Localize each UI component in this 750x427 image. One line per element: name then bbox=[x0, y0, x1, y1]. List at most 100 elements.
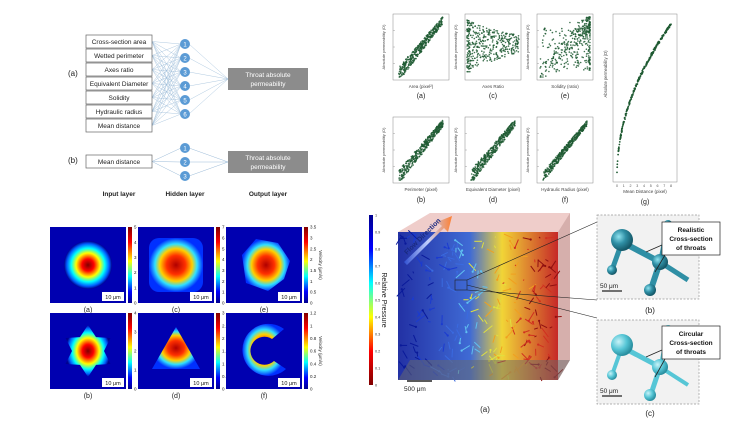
scatter-point bbox=[399, 65, 401, 67]
scatter-point bbox=[481, 41, 483, 43]
scatter-point bbox=[501, 142, 503, 144]
scatter-point bbox=[497, 32, 499, 34]
scatter-point bbox=[403, 164, 405, 166]
throat-cross-section-insets: Realistic Cross-section of throats 50 μm… bbox=[597, 215, 720, 418]
scatter-point bbox=[471, 65, 473, 67]
panel-label-a: (a) bbox=[68, 69, 78, 78]
scatter-point bbox=[578, 130, 580, 132]
scatter-point bbox=[469, 22, 471, 24]
scatter-point bbox=[585, 36, 587, 38]
scatter-point bbox=[421, 154, 423, 156]
scatter-point bbox=[477, 27, 479, 29]
scatter-point bbox=[472, 170, 474, 172]
scatter-point bbox=[404, 170, 406, 172]
scatter-point bbox=[431, 139, 433, 141]
scatter-point bbox=[417, 47, 419, 49]
scatter-point bbox=[477, 46, 479, 48]
scatter-panel-d: Equivalent Diameter (pixel)Absolute perm… bbox=[453, 117, 521, 204]
scatter-point bbox=[547, 47, 549, 49]
scatter-point bbox=[625, 113, 627, 115]
scatter-point bbox=[471, 179, 473, 181]
scatter-point bbox=[468, 56, 470, 58]
scatter-point bbox=[513, 41, 515, 43]
scatter-panel-label: (a) bbox=[417, 93, 426, 100]
scatter-point bbox=[502, 47, 504, 49]
scatter-point bbox=[413, 156, 415, 158]
scatter-point bbox=[554, 68, 556, 70]
scatter-point bbox=[406, 61, 408, 63]
scatter-point bbox=[476, 41, 478, 43]
scatter-point bbox=[579, 42, 581, 44]
scatter-point bbox=[493, 53, 495, 55]
scatter-point bbox=[557, 162, 559, 164]
scatter-point bbox=[422, 48, 424, 50]
heatmap-scale-label: 10 μm bbox=[193, 381, 209, 387]
callout-c-line1: Circular bbox=[679, 331, 704, 338]
scatter-point bbox=[420, 51, 422, 53]
scatter-point bbox=[429, 36, 431, 38]
scatter-point bbox=[436, 126, 438, 128]
scatter-point bbox=[583, 26, 585, 28]
scatter-point bbox=[557, 156, 559, 158]
scatter-point bbox=[574, 41, 576, 43]
network-pore bbox=[489, 349, 491, 351]
pressure-tick: 0.3 bbox=[375, 333, 380, 337]
scatter-point bbox=[560, 58, 562, 60]
scatter-panel-label: (b) bbox=[417, 197, 426, 204]
scatter-point bbox=[564, 63, 566, 65]
scatter-point bbox=[407, 168, 409, 170]
scatter-point bbox=[423, 145, 425, 147]
scatter-point bbox=[562, 42, 564, 44]
pore-c-2 bbox=[652, 359, 668, 375]
scatter-point bbox=[584, 38, 586, 40]
scatter-point bbox=[545, 61, 547, 63]
scatter-point bbox=[466, 28, 468, 30]
scatter-point bbox=[476, 65, 478, 67]
network-pore bbox=[436, 257, 438, 259]
network-pore bbox=[542, 264, 544, 266]
scatter-point bbox=[415, 157, 417, 159]
scatter-point bbox=[559, 159, 561, 161]
scatter-point bbox=[490, 53, 492, 55]
heatmap-colorbar-tick: 2 bbox=[222, 336, 225, 341]
scatter-point bbox=[407, 68, 409, 70]
scatter-point bbox=[552, 58, 554, 60]
heatmap-panel-a: 10 μm012345Velocity (μm/s)(a) bbox=[50, 225, 147, 314]
scatter-point bbox=[476, 57, 478, 59]
heatmap-colorbar-tick: 1 bbox=[310, 279, 313, 284]
scatter-point bbox=[555, 51, 557, 53]
input-node-a-label: Solidity bbox=[109, 95, 131, 102]
scatter-point bbox=[494, 31, 496, 33]
scatter-point bbox=[421, 49, 423, 51]
scatter-point bbox=[645, 64, 647, 66]
scatter-point bbox=[573, 51, 575, 53]
scatter-point bbox=[468, 66, 470, 68]
scatter-point bbox=[426, 147, 428, 149]
scatter-point bbox=[588, 57, 590, 59]
scatter-point bbox=[512, 44, 514, 46]
network-pore bbox=[404, 243, 406, 245]
network-pore bbox=[425, 269, 427, 271]
scatter-point bbox=[425, 42, 427, 44]
scatter-point bbox=[550, 29, 552, 31]
scatter-point bbox=[544, 172, 546, 174]
network-panel-label: (a) bbox=[480, 405, 490, 414]
scatter-point bbox=[480, 159, 482, 161]
scatter-point bbox=[637, 83, 639, 85]
scatter-point bbox=[495, 35, 497, 37]
scatter-point bbox=[557, 52, 559, 54]
nn-link bbox=[189, 79, 228, 100]
scatter-point bbox=[586, 55, 588, 57]
scatter-point bbox=[616, 163, 618, 165]
network-pore bbox=[448, 247, 450, 249]
scatter-point bbox=[629, 103, 631, 105]
scatter-point bbox=[468, 58, 470, 60]
scatter-point bbox=[485, 163, 487, 165]
scatter-point bbox=[564, 51, 566, 53]
scatter-point bbox=[586, 48, 588, 50]
heatmap-colorbar-tick: 0 bbox=[134, 387, 137, 392]
scatter-point bbox=[565, 52, 567, 54]
scatter-point bbox=[580, 129, 582, 131]
